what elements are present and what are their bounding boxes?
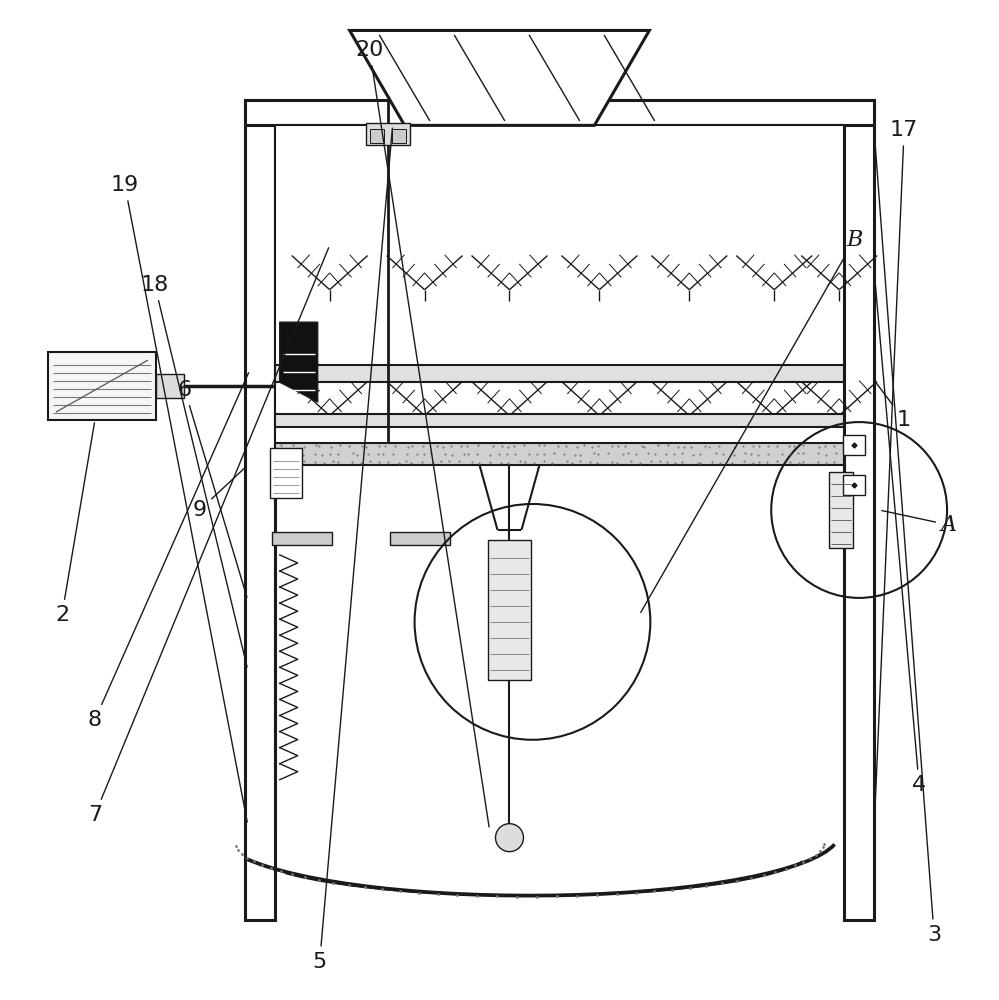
Bar	[272, 532, 332, 545]
Text: B: B	[640, 229, 862, 612]
Text: 9: 9	[193, 467, 246, 520]
Text: 18: 18	[141, 275, 247, 667]
Text: 19: 19	[111, 175, 247, 822]
Polygon shape	[350, 30, 649, 125]
Bar	[390, 532, 450, 545]
Text: 2: 2	[55, 423, 95, 625]
Text: 17: 17	[874, 120, 918, 827]
Text: 8: 8	[88, 373, 249, 730]
Bar	[275, 414, 844, 427]
Polygon shape	[280, 322, 318, 402]
Bar	[392, 129, 406, 143]
Bar	[370, 129, 384, 143]
Bar	[275, 365, 844, 382]
Bar	[829, 472, 853, 548]
Circle shape	[496, 824, 523, 852]
Bar	[48, 352, 156, 420]
Bar	[366, 123, 410, 145]
Bar	[844, 100, 874, 920]
Text: 7: 7	[88, 248, 329, 825]
Bar	[275, 125, 844, 445]
Text: 6: 6	[178, 380, 247, 597]
Bar	[275, 443, 844, 465]
Bar	[488, 540, 531, 680]
Text: 1: 1	[876, 382, 911, 430]
Bar	[843, 475, 865, 495]
Bar	[245, 100, 275, 920]
Text: 3: 3	[874, 133, 941, 945]
Text: 20: 20	[356, 40, 490, 827]
Bar	[156, 374, 184, 398]
Text: A: A	[882, 511, 957, 536]
Text: 5: 5	[313, 128, 393, 972]
Bar	[843, 435, 865, 455]
Text: 4: 4	[874, 273, 926, 795]
Bar	[270, 448, 302, 498]
Bar	[245, 100, 874, 125]
